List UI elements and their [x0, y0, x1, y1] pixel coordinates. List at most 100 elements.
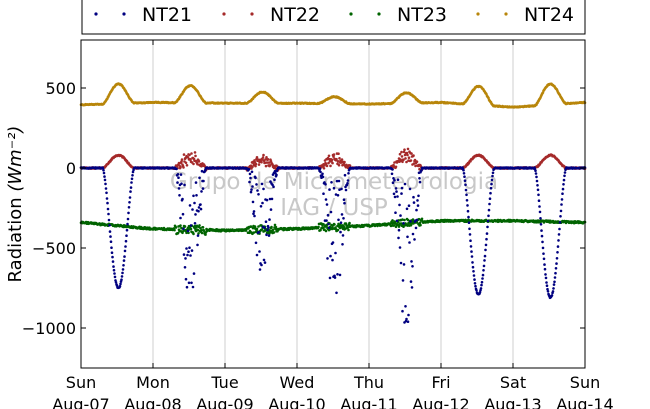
nt21-point: [484, 248, 487, 252]
nt21-point: [257, 193, 260, 196]
nt22-point: [398, 152, 402, 156]
nt21-point: [482, 269, 485, 272]
nt21-point: [187, 250, 190, 253]
nt23-point: [333, 223, 336, 226]
nt21-point: [417, 194, 420, 198]
nt23-point: [202, 229, 206, 233]
nt22-point: [182, 166, 185, 169]
nt21-point: [106, 207, 110, 211]
nt21-point: [114, 281, 118, 284]
nt21-point: [272, 185, 275, 188]
nt21-point: [551, 290, 555, 293]
nt23-point: [200, 229, 203, 232]
nt23-point: [272, 231, 276, 234]
nt23-point: [182, 229, 185, 233]
nt23-point: [348, 221, 351, 225]
nt23-point: [271, 228, 275, 232]
nt21-point: [127, 206, 131, 209]
nt21-point: [130, 181, 133, 184]
nt21-point: [337, 179, 341, 183]
nt22-point: [189, 158, 192, 162]
nt21-point: [340, 187, 343, 191]
nt22-point: [322, 167, 326, 170]
nt22-point: [257, 163, 261, 166]
nt21-point: [335, 179, 339, 183]
legend-marker: [349, 12, 353, 16]
nt23-point: [249, 225, 253, 228]
legend-marker: [222, 12, 226, 16]
nt21-point: [347, 172, 350, 175]
nt21-point: [554, 271, 557, 275]
legend: NT21 NT22 NT23 NT24: [81, 0, 586, 35]
nt21-point: [466, 204, 469, 207]
nt21-point: [343, 173, 347, 177]
nt21-point: [561, 192, 564, 195]
nt21-point: [489, 191, 492, 195]
nt21-point: [401, 279, 405, 282]
nt21-point: [108, 230, 112, 233]
nt21-point: [273, 178, 276, 181]
nt23-point: [406, 218, 410, 222]
nt21-point: [480, 280, 484, 284]
nt23-point: [347, 228, 350, 232]
nt21-point: [321, 175, 325, 179]
nt22-point: [402, 150, 406, 154]
nt21-point: [552, 287, 555, 290]
nt21-point: [344, 188, 348, 192]
nt21-point: [121, 268, 125, 271]
nt21-point: [463, 179, 467, 182]
nt23-point: [273, 223, 277, 227]
nt21-point: [258, 250, 261, 253]
nt22-point: [255, 156, 259, 159]
nt21-point: [126, 217, 130, 221]
nt21-point: [537, 199, 541, 202]
nt21-point: [177, 176, 180, 179]
y-tick-label: −1000: [22, 319, 76, 338]
nt21-point: [178, 194, 181, 197]
nt21-point: [197, 206, 201, 209]
nt21-point: [342, 198, 346, 201]
nt21-point: [330, 181, 333, 184]
nt21-point: [182, 253, 186, 256]
nt21-point: [469, 239, 472, 242]
nt23-point: [396, 223, 399, 226]
nt21-point: [558, 221, 562, 224]
nt21-point: [186, 229, 190, 233]
nt21-point: [127, 211, 130, 215]
nt22-point: [182, 153, 186, 156]
nt21-point: [122, 259, 126, 262]
nt23-point: [322, 223, 325, 226]
legend-marker: [122, 12, 126, 16]
nt21-point: [198, 176, 201, 180]
nt21-point: [107, 212, 110, 216]
nt21-point: [397, 228, 401, 232]
nt21-point: [102, 168, 105, 172]
nt22-point: [400, 150, 403, 154]
nt21-point: [321, 172, 324, 176]
nt21-point: [249, 190, 253, 194]
nt21-point: [563, 171, 567, 174]
nt21-point: [491, 171, 495, 175]
nt21-point: [472, 274, 476, 277]
nt21-point: [196, 234, 200, 237]
nt21-point: [110, 251, 114, 254]
nt21-point: [554, 267, 558, 270]
nt21-point: [192, 272, 196, 275]
nt23-point: [344, 222, 348, 225]
nt21-point: [190, 281, 193, 285]
nt21-point: [488, 197, 492, 200]
legend-marker: [377, 12, 381, 16]
nt21-point: [268, 197, 272, 201]
nt21-point: [181, 212, 185, 216]
nt23-point: [198, 224, 201, 227]
nt21-point: [338, 188, 341, 191]
nt22-point: [192, 162, 195, 166]
nt21-point: [489, 186, 493, 190]
nt21-point: [543, 267, 547, 271]
nt22-point: [327, 154, 331, 158]
nt21-point: [273, 169, 277, 173]
nt23-point: [189, 227, 193, 231]
nt22-point: [348, 164, 352, 167]
nt22-point: [336, 160, 340, 163]
nt21-point: [553, 276, 557, 279]
